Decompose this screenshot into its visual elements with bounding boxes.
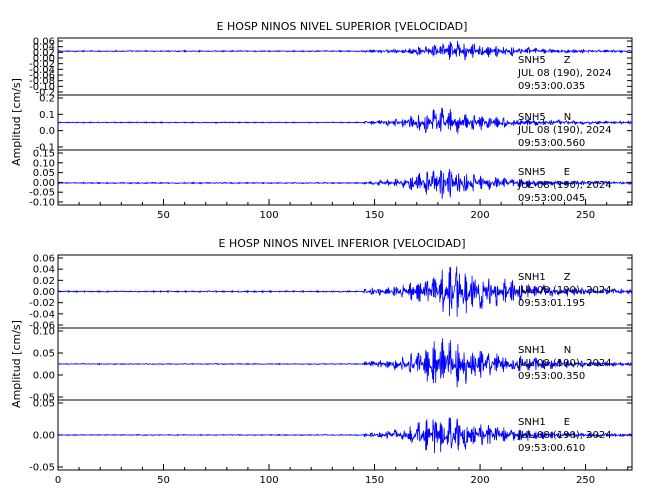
time-label: 09:53:00.035 <box>518 81 585 92</box>
time-label: 09:53:00.350 <box>518 371 585 382</box>
y-tick-label: 0.00 <box>33 431 55 442</box>
waveform-trace <box>57 338 633 388</box>
y-tick-label: -0.04 <box>29 65 55 76</box>
x-tick-label: 200 <box>471 475 490 486</box>
waveform-trace <box>57 266 633 317</box>
y-tick-label: 0.02 <box>33 48 55 59</box>
waveform-trace <box>57 40 633 61</box>
y-tick-label: 0.00 <box>33 371 55 382</box>
x-tick-label: 50 <box>157 475 170 486</box>
y-tick-label: 0.02 <box>33 276 55 287</box>
y-tick-label: 0.00 <box>33 54 55 65</box>
trace-panel-snh5-z: 0.060.040.020.00-0.02-0.04-0.06-0.08-0.1… <box>29 37 633 99</box>
date-label: JUL 08 (190), 2024 <box>517 358 612 369</box>
y-tick-label: 0.1 <box>39 110 55 121</box>
y-tick-label: 0.2 <box>39 94 55 105</box>
x-tick-label: 100 <box>259 210 278 221</box>
trace-panel-snh1-z: 0.060.040.020.00-0.02-0.04-0.06 SNH1 Z JUL … <box>29 254 633 332</box>
x-axis-lower: 0 50 100 150 200 250 <box>55 464 629 486</box>
y-tick-label: 0.15 <box>33 149 55 160</box>
x-tick-label: 150 <box>365 210 384 221</box>
trace-panel-snh5-e: 0.150.100.050.00-0.05-0.10 SNH5 E JUL 08 (1… <box>29 149 633 209</box>
x-tick-label: 0 <box>55 475 61 486</box>
waveform-trace <box>57 107 633 134</box>
y-axis-label-upper: Amplitud [cm/s] <box>10 78 23 166</box>
y-tick-label: 0.04 <box>33 265 55 276</box>
y-axis-label-lower: Amplitud [cm/s] <box>10 320 23 408</box>
y-tick-label: 0.00 <box>33 178 55 189</box>
trace-panel-snh1-n: 0.10 0.05 0.00 -0.05 SNH1 N JUL 08 (190), 2024… <box>29 327 633 404</box>
station-component-label: SNH5 N <box>518 112 571 123</box>
station-component-label: SNH5 Z <box>518 55 571 66</box>
y-tick-label: -0.05 <box>29 463 55 474</box>
time-label: 09:53:00.560 <box>518 138 585 149</box>
time-label: 09:53:00.610 <box>518 443 585 454</box>
date-label: JUL 08 (190), 2024 <box>517 125 612 136</box>
panels-upper: 0.060.040.020.00-0.02-0.04-0.06-0.08-0.1… <box>29 37 633 209</box>
y-tick-label: -0.2 <box>35 88 55 99</box>
y-tick-label: -0.02 <box>29 298 55 309</box>
station-component-label: SNH1 Z <box>518 272 571 283</box>
station-component-label: SNH1 E <box>518 417 570 428</box>
y-tick-label: -0.02 <box>29 59 55 70</box>
station-component-label: SNH1 N <box>518 345 571 356</box>
x-tick-label: 250 <box>576 475 595 486</box>
trace-panel-snh1-e: 0.05 0.00 -0.05 SNH1 E JUL 08 (190), 2024 09:5… <box>29 399 633 474</box>
y-tick-label: -0.1 <box>35 143 55 154</box>
waveform-trace <box>57 168 633 199</box>
panel-frame <box>57 149 633 206</box>
y-tick-label: -0.04 <box>29 309 55 320</box>
date-label: JUL 08 (190), 2024 <box>517 430 612 441</box>
date-label: JUL 08 (190), 2024 <box>517 285 612 296</box>
time-label: 09:53:01.195 <box>518 298 585 309</box>
y-tick-label: -0.05 <box>29 188 55 199</box>
y-tick-label: 0.05 <box>33 168 55 179</box>
x-tick-label: 200 <box>471 210 490 221</box>
y-tick-label: 0.06 <box>33 37 55 48</box>
y-tick-label: -0.06 <box>29 321 55 332</box>
y-tick-label: -0.10 <box>29 198 55 209</box>
y-tick-label: -0.05 <box>29 393 55 404</box>
figure-title-upper: E HOSP NINOS NIVEL SUPERIOR [VELOCIDAD] <box>217 20 468 33</box>
x-tick-label: 250 <box>576 210 595 221</box>
y-tick-label: -0.06 <box>29 71 55 82</box>
x-tick-label: 100 <box>259 475 278 486</box>
y-tick-label: 0.00 <box>33 287 55 298</box>
date-label: JUL 08 (190), 2024 <box>517 180 612 191</box>
y-tick-label: 0.10 <box>33 327 55 338</box>
y-tick-label: 0.06 <box>33 254 55 265</box>
x-axis-upper: 50 100 150 200 250 <box>57 199 629 221</box>
station-component-label: SNH5 E <box>518 167 570 178</box>
y-tick-label: 0.10 <box>33 158 55 169</box>
y-tick-label: -0.08 <box>29 76 55 87</box>
y-tick-label: -0.10 <box>29 82 55 93</box>
upper-level-figure: E HOSP NINOS NIVEL SUPERIOR [VELOCIDAD] … <box>10 20 633 221</box>
date-label: JUL 08 (190), 2024 <box>517 68 612 79</box>
trace-panel-snh5-n: 0.2 0.1 0.0 -0.1 SNH5 N JUL 08 (190), 2024 09:5… <box>35 94 633 154</box>
x-tick-label: 50 <box>157 210 170 221</box>
time-label: 09:53:00.045 <box>518 193 585 204</box>
y-tick-label: 0.05 <box>33 399 55 410</box>
lower-level-figure: E HOSP NINOS NIVEL INFERIOR [VELOCIDAD] … <box>10 237 633 486</box>
waveform-trace <box>57 417 633 454</box>
y-tick-label: 0.05 <box>33 349 55 360</box>
y-tick-label: 0.04 <box>33 42 55 53</box>
y-tick-label: 0.0 <box>39 126 55 137</box>
figure-title-lower: E HOSP NINOS NIVEL INFERIOR [VELOCIDAD] <box>219 237 466 250</box>
x-tick-label: 150 <box>365 475 384 486</box>
